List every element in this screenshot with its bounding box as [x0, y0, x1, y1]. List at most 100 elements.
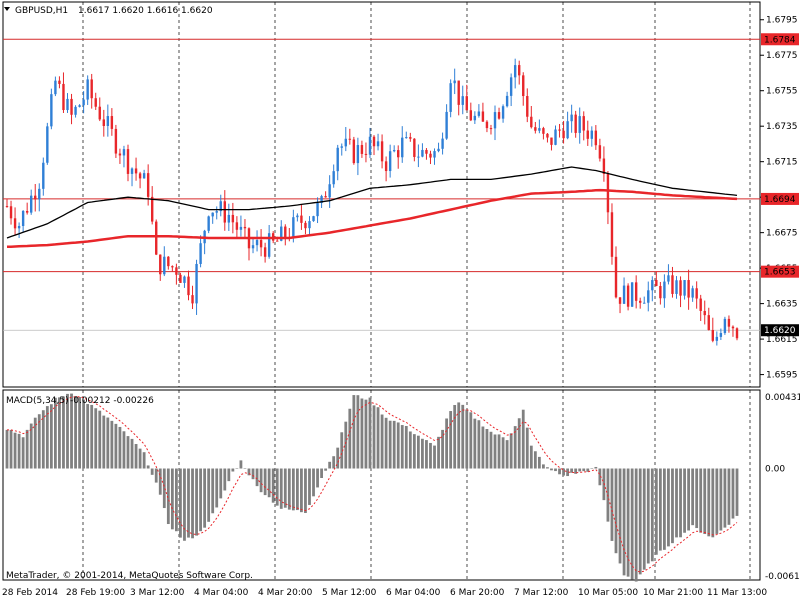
macd-values: -0.00212 -0.00226	[70, 396, 154, 406]
macd-bar	[489, 431, 493, 469]
macd-bar	[235, 468, 239, 469]
level-badge	[761, 192, 799, 205]
macd-bar	[404, 425, 408, 469]
candle-body	[223, 201, 226, 223]
macd-bar	[142, 452, 146, 469]
macd-bar	[384, 417, 388, 469]
macd-signal-line	[7, 396, 738, 573]
macd-bar	[578, 468, 582, 472]
macd-bar	[316, 468, 319, 488]
candle-body	[126, 149, 130, 174]
macd-bar	[412, 434, 416, 469]
candle-body	[522, 75, 525, 97]
candle-body	[328, 184, 331, 198]
macd-bar	[25, 429, 29, 469]
candle-body	[622, 285, 626, 304]
candle-body	[401, 137, 404, 158]
price-panel-frame	[2, 1, 761, 388]
macd-bar	[521, 409, 525, 469]
candle-body	[618, 297, 622, 304]
macd-bar	[150, 468, 154, 475]
candle-body	[360, 145, 364, 154]
macd-bar	[586, 468, 590, 472]
macd-bar	[53, 397, 57, 469]
x-tick-label: 10 Mar 21:00	[643, 588, 703, 598]
candle-body	[485, 121, 489, 129]
candle-body	[505, 95, 509, 107]
macd-bar	[590, 468, 594, 469]
candle-body	[304, 222, 307, 229]
macd-bar	[388, 420, 392, 469]
macd-bar	[550, 468, 553, 471]
macd-bar	[203, 468, 207, 528]
macd-bar	[380, 414, 384, 469]
candles	[5, 58, 739, 346]
candle-body	[106, 116, 110, 126]
x-tick-label: 6 Mar 20:00	[450, 588, 505, 598]
y-tick-label: 1.6735	[766, 122, 798, 132]
macd-bar	[695, 468, 699, 529]
candle-body	[195, 263, 198, 304]
macd-bar	[477, 420, 481, 469]
macd-bar	[295, 468, 299, 511]
macd-bar	[21, 437, 25, 469]
macd-bar	[263, 468, 267, 496]
macd-bar	[66, 393, 69, 469]
candle-body	[449, 83, 452, 112]
macd-bar	[312, 468, 315, 497]
macd-bar	[441, 429, 444, 469]
macd-bar	[501, 437, 505, 469]
macd-bar	[114, 423, 118, 469]
macd-bar	[376, 407, 380, 469]
candle-body	[671, 275, 674, 294]
macd-bar	[368, 397, 372, 469]
macd-bar	[94, 408, 98, 469]
macd-bar	[134, 444, 138, 469]
macd-bar	[542, 464, 545, 469]
macd-bar	[138, 448, 142, 469]
macd-bar	[675, 468, 678, 538]
candle-body	[364, 153, 368, 155]
macd-bar	[723, 468, 727, 528]
macd-bar	[344, 421, 348, 469]
candle-body	[405, 137, 408, 139]
macd-bar	[17, 433, 21, 469]
candle-body	[74, 106, 77, 115]
macd-bar	[320, 468, 323, 478]
triangle-down-icon[interactable]	[4, 7, 10, 11]
candle-body	[453, 80, 456, 84]
x-tick-label: 7 Mar 12:00	[514, 588, 569, 598]
candle-body	[509, 77, 513, 96]
macd-bar	[658, 468, 662, 551]
candle-body	[723, 318, 727, 334]
candle-body	[465, 96, 468, 111]
candle-body	[647, 290, 650, 303]
x-tick-label: 28 Feb 19:00	[66, 588, 125, 598]
candle-body	[340, 146, 343, 148]
macd-bar	[191, 468, 194, 539]
y-tick-label: 1.6595	[766, 371, 798, 381]
candle-body	[70, 98, 73, 115]
candle-body	[489, 128, 493, 130]
candle-body	[711, 330, 715, 341]
macd-panel	[5, 393, 739, 582]
candle-body	[719, 333, 723, 337]
y-tick-label: 1.6795	[766, 16, 798, 26]
macd-bar	[231, 468, 235, 472]
candle-body	[437, 148, 440, 152]
macd-bar	[174, 468, 178, 532]
macd-tick-label: 0.00431	[765, 393, 800, 403]
candle-body	[562, 130, 565, 139]
macd-bar	[546, 467, 549, 469]
level-lines	[3, 38, 760, 331]
candle-body	[163, 256, 166, 275]
candle-body	[586, 130, 589, 139]
macd-bar	[243, 468, 247, 470]
candle-body	[78, 105, 81, 107]
macd-bar	[493, 434, 497, 469]
macd-bar	[130, 438, 134, 469]
macd-bar	[416, 435, 420, 469]
macd-bar	[517, 418, 521, 469]
candle-body	[9, 206, 13, 219]
